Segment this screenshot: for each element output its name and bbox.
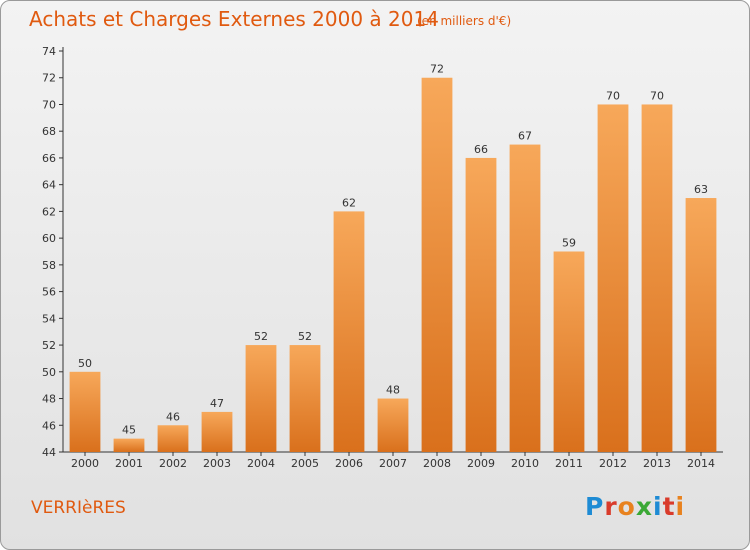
x-tick-label-2005: 2005 [291, 457, 319, 470]
data-label-2004: 52 [254, 330, 268, 343]
x-tick-label-2000: 2000 [71, 457, 99, 470]
y-tick-label: 68 [42, 125, 56, 138]
commune-name: VERRIèRES [31, 498, 126, 518]
y-tick-label: 66 [42, 152, 56, 165]
x-tick-label-2006: 2006 [335, 457, 363, 470]
data-label-2007: 48 [386, 384, 400, 397]
bar-2003 [201, 411, 233, 452]
axes: 44 46 48 50 52 54 56 58 60 62 64 66 68 70 72 74 2000 2001… [42, 45, 723, 470]
y-tick-label: 70 [42, 98, 56, 111]
x-tick-label-2002: 2002 [159, 457, 187, 470]
data-label-2012: 70 [606, 89, 620, 102]
data-label-2010: 67 [518, 130, 532, 143]
y-tick-label: 54 [42, 312, 56, 325]
x-tick-label-2003: 2003 [203, 457, 231, 470]
y-tick-label: 48 [42, 393, 56, 406]
bar-2010 [509, 144, 541, 453]
x-tick-label-2014: 2014 [687, 457, 715, 470]
y-tick-label: 64 [42, 179, 56, 192]
chart-subtitle: (en milliers d'€) [417, 14, 512, 28]
data-label-2002: 46 [166, 410, 180, 423]
bar-2012 [597, 104, 629, 452]
data-label-2006: 62 [342, 196, 356, 209]
data-label-2009: 66 [474, 143, 488, 156]
x-tick-label-2013: 2013 [643, 457, 671, 470]
bar-2014 [685, 198, 717, 452]
proxiti-logo: Proxiti [585, 492, 686, 521]
bar-2008 [421, 77, 453, 452]
data-label-2008: 72 [430, 63, 444, 76]
y-tick-label: 62 [42, 205, 56, 218]
bar-2006 [333, 211, 365, 452]
x-tick-label-2004: 2004 [247, 457, 275, 470]
bar-2001 [113, 438, 145, 452]
y-tick-label: 50 [42, 366, 56, 379]
y-tick-label: 56 [42, 286, 56, 299]
bar-2000 [69, 371, 101, 452]
x-tick-label-2012: 2012 [599, 457, 627, 470]
data-label-2000: 50 [78, 357, 92, 370]
y-tick-label: 46 [42, 419, 56, 432]
data-label-2003: 47 [210, 397, 224, 410]
chart-title: Achats et Charges Externes 2000 à 2014 [29, 7, 439, 31]
data-label-2011: 59 [562, 237, 576, 250]
data-label-2013: 70 [650, 89, 664, 102]
data-label-2001: 45 [122, 424, 136, 437]
x-tick-label-2010: 2010 [511, 457, 539, 470]
bar-2004 [245, 345, 277, 452]
y-tick-label: 52 [42, 339, 56, 352]
bar-2009 [465, 157, 497, 452]
data-labels: 50 45 46 47 52 52 62 48 72 66 67 59 70 70 63 [78, 63, 708, 437]
y-tick-label: 60 [42, 232, 56, 245]
data-label-2014: 63 [694, 183, 708, 196]
bar-2005 [289, 345, 321, 452]
y-tick-label: 58 [42, 259, 56, 272]
y-tick-label: 44 [42, 446, 56, 459]
y-tick-label: 74 [42, 45, 56, 58]
x-tick-label-2011: 2011 [555, 457, 583, 470]
y-tick-label: 72 [42, 72, 56, 85]
bar-2007 [377, 398, 409, 452]
bars [69, 77, 717, 453]
bar-2002 [157, 425, 189, 452]
x-tick-label-2008: 2008 [423, 457, 451, 470]
x-tick-label-2009: 2009 [467, 457, 495, 470]
x-tick-label-2007: 2007 [379, 457, 407, 470]
data-label-2005: 52 [298, 330, 312, 343]
bar-2011 [553, 251, 585, 452]
x-tick-label-2001: 2001 [115, 457, 143, 470]
bar-2013 [641, 104, 673, 452]
